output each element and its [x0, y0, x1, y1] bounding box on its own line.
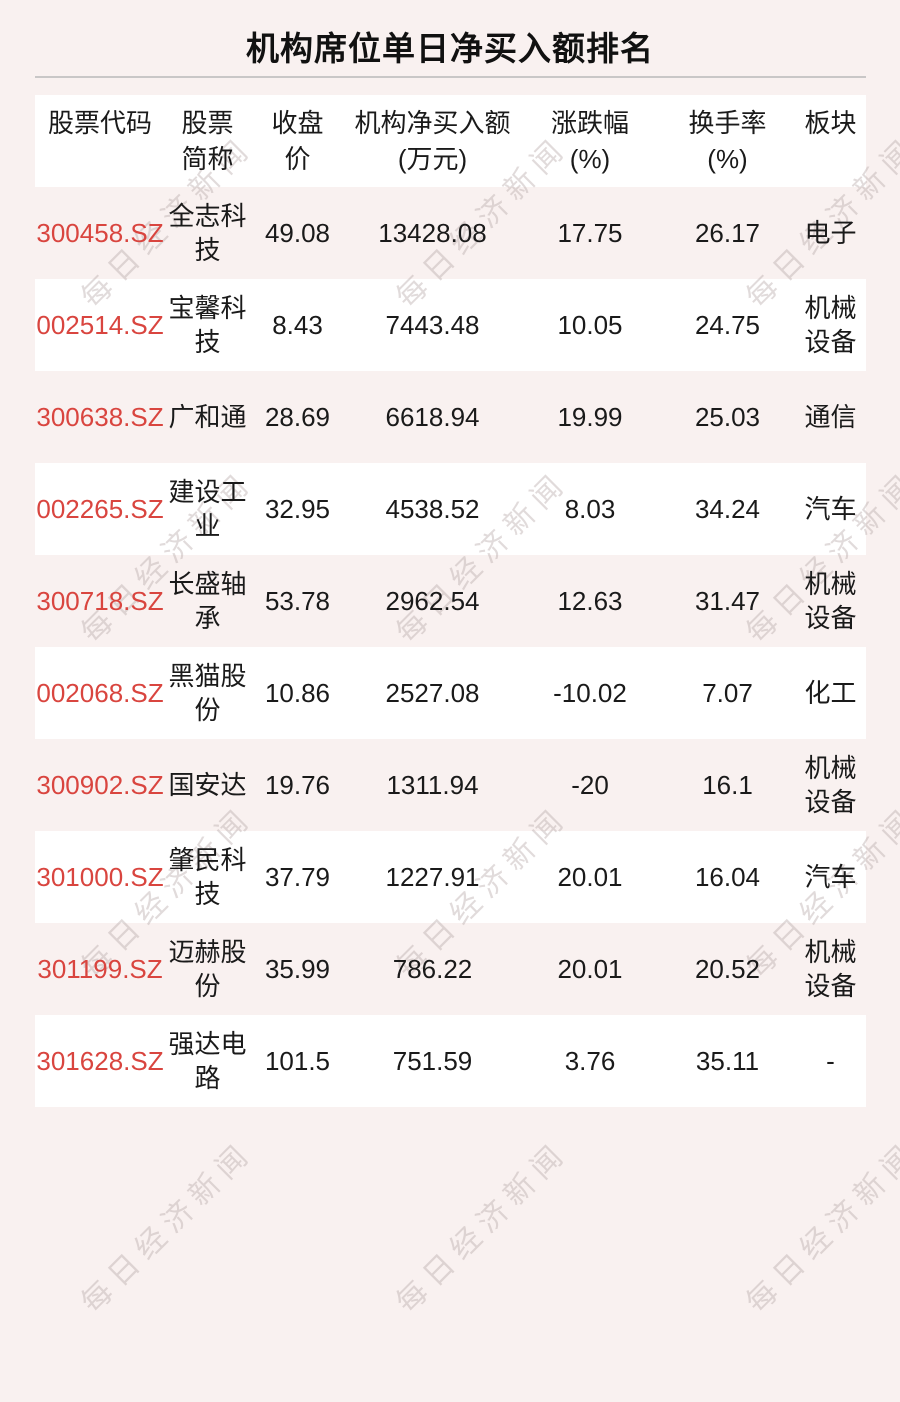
- change-pct-cell: -10.02: [553, 678, 627, 708]
- table-row: 002265.SZ 建设工业 32.95 4538.52 8.03 34.24 汽车: [35, 463, 866, 555]
- change-pct-cell: -20: [571, 770, 609, 800]
- turnover-cell: 25.03: [694, 402, 761, 432]
- table-row: 002514.SZ 宝馨科技 8.43 7443.48 10.05 24.75 机械设备: [35, 279, 866, 371]
- table-row: 301000.SZ 肇民科技 37.79 1227.91 20.01 16.04 汽车: [35, 831, 866, 923]
- close-price-cell: 35.99: [264, 954, 331, 984]
- close-price-cell: 49.08: [264, 218, 331, 248]
- net-buy-cell: 2527.08: [385, 678, 480, 708]
- sector-cell: 汽车: [804, 494, 857, 524]
- turnover-cell: 16.04: [694, 862, 761, 892]
- net-buy-cell: 7443.48: [385, 310, 480, 340]
- close-price-cell: 10.86: [264, 678, 331, 708]
- stock-code-cell: 301000.SZ: [36, 862, 164, 892]
- stock-name-cell: 迈赫股份: [168, 937, 247, 1001]
- stock-name-cell: 强达电路: [168, 1029, 247, 1093]
- turnover-cell: 35.11: [695, 1046, 760, 1076]
- table-header-row: 股票代码 股票 简称 收盘 价 机构净买入额 (万元) 涨跌幅 (%) 换手率 …: [35, 95, 866, 187]
- column-header-stock-name: 股票 简称: [181, 108, 234, 174]
- table-row: 002068.SZ 黑猫股份 10.86 2527.08 -10.02 7.07 化工: [35, 647, 866, 739]
- stock-name-cell: 宝馨科技: [168, 293, 247, 357]
- sector-cell: 机械设备: [804, 937, 857, 1001]
- sector-cell: 机械设备: [804, 569, 857, 633]
- page-title: 机构席位单日净买入额排名: [246, 30, 654, 67]
- sector-cell: 电子: [804, 218, 857, 248]
- stock-code-cell: 300458.SZ: [36, 218, 164, 248]
- stock-code-cell: 300638.SZ: [36, 402, 164, 432]
- stock-name-cell: 长盛轴承: [168, 569, 247, 633]
- stock-code-cell: 300902.SZ: [36, 770, 164, 800]
- change-pct-cell: 12.63: [557, 586, 623, 616]
- table-row: 301199.SZ 迈赫股份 35.99 786.22 20.01 20.52 机械设备: [35, 923, 866, 1015]
- net-buy-cell: 13428.08: [378, 218, 487, 248]
- row-stripe: [35, 1015, 866, 1107]
- stock-code-cell: 301628.SZ: [36, 1046, 164, 1076]
- change-pct-cell: 3.76: [564, 1046, 616, 1076]
- column-header-sector: 板块: [804, 108, 857, 138]
- net-buy-cell: 1311.94: [386, 770, 479, 800]
- column-header-turnover: 换手率 (%): [688, 108, 767, 174]
- stock-name-cell: 肇民科技: [168, 845, 247, 909]
- ranking-table: 股票代码 股票 简称 收盘 价 机构净买入额 (万元) 涨跌幅 (%) 换手率 …: [35, 95, 866, 1107]
- net-buy-cell: 2962.54: [385, 586, 480, 616]
- column-header-close-price: 收盘 价: [271, 108, 324, 174]
- column-header-net-buy: 机构净买入额 (万元): [354, 108, 511, 174]
- sector-cell: 机械设备: [804, 753, 857, 817]
- net-buy-cell: 786.22: [392, 954, 473, 984]
- net-buy-cell: 4538.52: [385, 494, 480, 524]
- turnover-cell: 7.07: [702, 678, 753, 708]
- sector-cell: 通信: [804, 402, 857, 432]
- net-buy-cell: 6618.94: [385, 402, 480, 432]
- change-pct-cell: 8.03: [564, 494, 616, 524]
- title-divider: [35, 76, 866, 78]
- sector-cell: 汽车: [804, 862, 857, 892]
- close-price-cell: 101.5: [264, 1046, 331, 1076]
- column-header-change-pct: 涨跌幅 (%): [550, 108, 629, 174]
- table-row: 300458.SZ 全志科技 49.08 13428.08 17.75 26.17 电子: [35, 187, 866, 279]
- turnover-cell: 26.17: [694, 218, 761, 248]
- close-price-cell: 32.95: [264, 494, 331, 524]
- turnover-cell: 34.24: [694, 494, 761, 524]
- row-stripe: [35, 831, 866, 923]
- row-stripe: [35, 279, 866, 371]
- stock-code-cell: 300718.SZ: [36, 586, 164, 616]
- row-stripe: [35, 463, 866, 555]
- table-row: 300902.SZ 国安达 19.76 1311.94 -20 16.1 机械设备: [35, 739, 866, 831]
- stock-name-cell: 建设工业: [168, 477, 247, 541]
- stock-name-cell: 广和通: [168, 402, 247, 432]
- stock-code-cell: 301199.SZ: [37, 954, 163, 984]
- close-price-cell: 53.78: [264, 586, 331, 616]
- change-pct-cell: 20.01: [557, 862, 623, 892]
- sector-cell: -: [826, 1046, 835, 1076]
- close-price-cell: 19.76: [264, 770, 331, 800]
- close-price-cell: 28.69: [264, 402, 331, 432]
- sector-cell: 化工: [804, 678, 857, 708]
- stock-name-cell: 国安达: [168, 770, 247, 800]
- header-stripe: [35, 95, 866, 187]
- change-pct-cell: 10.05: [557, 310, 623, 340]
- column-header-stock-code: 股票代码: [47, 108, 152, 138]
- turnover-cell: 31.47: [694, 586, 761, 616]
- table-row: 301628.SZ 强达电路 101.5 751.59 3.76 35.11 -: [35, 1015, 866, 1107]
- turnover-cell: 24.75: [694, 310, 761, 340]
- close-price-cell: 8.43: [272, 310, 323, 340]
- net-buy-cell: 1227.91: [385, 862, 480, 892]
- stock-code-cell: 002514.SZ: [36, 310, 164, 340]
- stock-code-cell: 002068.SZ: [36, 678, 164, 708]
- change-pct-cell: 20.01: [557, 954, 623, 984]
- stock-code-cell: 002265.SZ: [36, 494, 164, 524]
- row-stripe: [35, 647, 866, 739]
- stock-name-cell: 全志科技: [168, 201, 247, 265]
- turnover-cell: 16.1: [702, 770, 753, 800]
- stock-name-cell: 黑猫股份: [168, 661, 247, 725]
- change-pct-cell: 17.75: [557, 218, 623, 248]
- table-row: 300718.SZ 长盛轴承 53.78 2962.54 12.63 31.47 机械设备: [35, 555, 866, 647]
- net-buy-cell: 751.59: [392, 1046, 473, 1076]
- change-pct-cell: 19.99: [557, 402, 623, 432]
- table-row: 300638.SZ 广和通 28.69 6618.94 19.99 25.03 通信: [35, 371, 866, 463]
- close-price-cell: 37.79: [264, 862, 331, 892]
- turnover-cell: 20.52: [694, 954, 761, 984]
- sector-cell: 机械设备: [804, 293, 857, 357]
